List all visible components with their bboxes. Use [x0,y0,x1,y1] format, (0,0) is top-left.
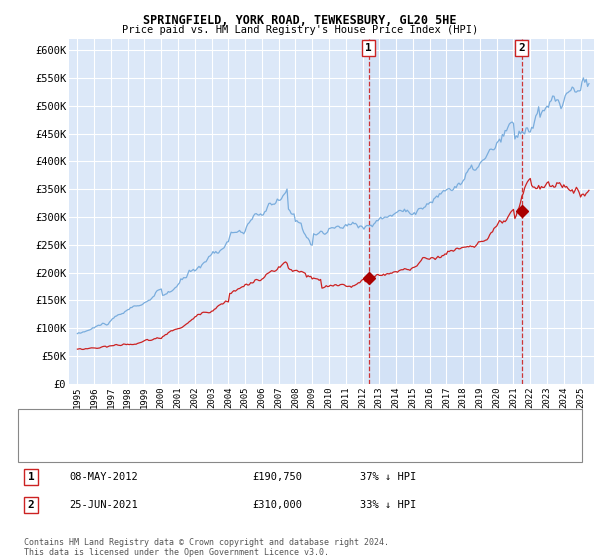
Text: £190,750: £190,750 [252,472,302,482]
Text: 25-JUN-2021: 25-JUN-2021 [69,500,138,510]
Text: 08-MAY-2012: 08-MAY-2012 [69,472,138,482]
Text: Price paid vs. HM Land Registry's House Price Index (HPI): Price paid vs. HM Land Registry's House … [122,25,478,35]
Text: HPI: Average price, detached house, Tewkesbury: HPI: Average price, detached house, Tewk… [75,440,345,450]
Text: SPRINGFIELD, YORK ROAD, TEWKESBURY, GL20 5HE: SPRINGFIELD, YORK ROAD, TEWKESBURY, GL20… [143,14,457,27]
Text: SPRINGFIELD, YORK ROAD, TEWKESBURY, GL20 5HE (detached house): SPRINGFIELD, YORK ROAD, TEWKESBURY, GL20… [75,421,433,431]
Text: 37% ↓ HPI: 37% ↓ HPI [360,472,416,482]
Text: 33% ↓ HPI: 33% ↓ HPI [360,500,416,510]
Text: £310,000: £310,000 [252,500,302,510]
Bar [368,39,521,384]
Text: 1: 1 [28,472,35,482]
Text: 2: 2 [518,43,525,53]
Text: Contains HM Land Registry data © Crown copyright and database right 2024.
This d: Contains HM Land Registry data © Crown c… [24,538,389,557]
Text: 2: 2 [28,500,35,510]
Text: 1: 1 [365,43,372,53]
